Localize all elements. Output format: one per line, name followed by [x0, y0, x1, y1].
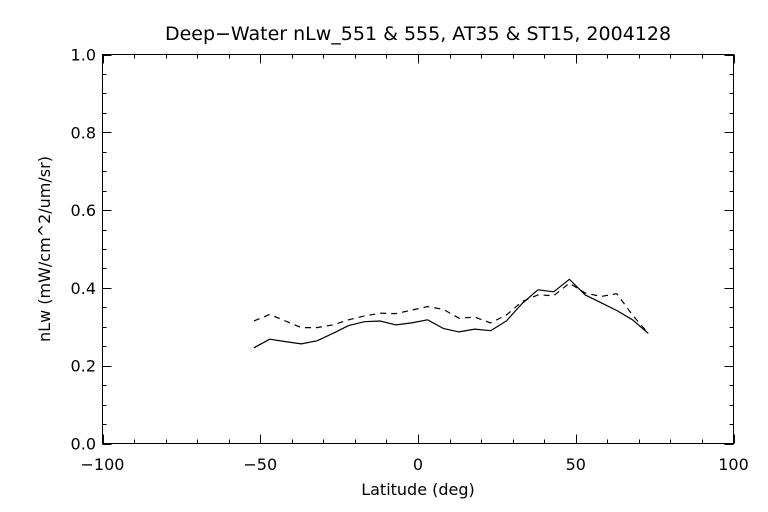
axis-ticks: [102, 54, 735, 445]
x-tick-labels: −100 −50 0 50 100: [81, 455, 749, 474]
series-line-dashed: [253, 282, 649, 334]
y-tick-label: 0.0: [71, 435, 96, 454]
x-tick-label: 50: [566, 455, 586, 474]
plot-frame: [102, 54, 734, 444]
y-tick-label: 0.6: [71, 201, 96, 220]
x-tick-label: −50: [243, 455, 277, 474]
x-tick-label: 0: [413, 455, 423, 474]
y-tick-label: 0.2: [71, 357, 96, 376]
y-tick-label: 0.8: [71, 123, 96, 142]
y-axis-label: nLw (mW/cm^2/um/sr): [35, 156, 54, 342]
x-axis-label: Latitude (deg): [361, 480, 475, 499]
chart-title: Deep−Water nLw_551 & 555, AT35 & ST15, 2…: [165, 23, 671, 45]
x-tick-label: 100: [718, 455, 749, 474]
series-line-solid: [253, 278, 649, 349]
y-tick-label: 1.0: [71, 46, 96, 65]
y-tick-label: 0.4: [71, 279, 96, 298]
y-tick-labels: 0.0 0.2 0.4 0.6 0.8 1.0: [71, 46, 96, 454]
series-lines: [253, 278, 649, 349]
x-tick-label: −100: [81, 455, 125, 474]
